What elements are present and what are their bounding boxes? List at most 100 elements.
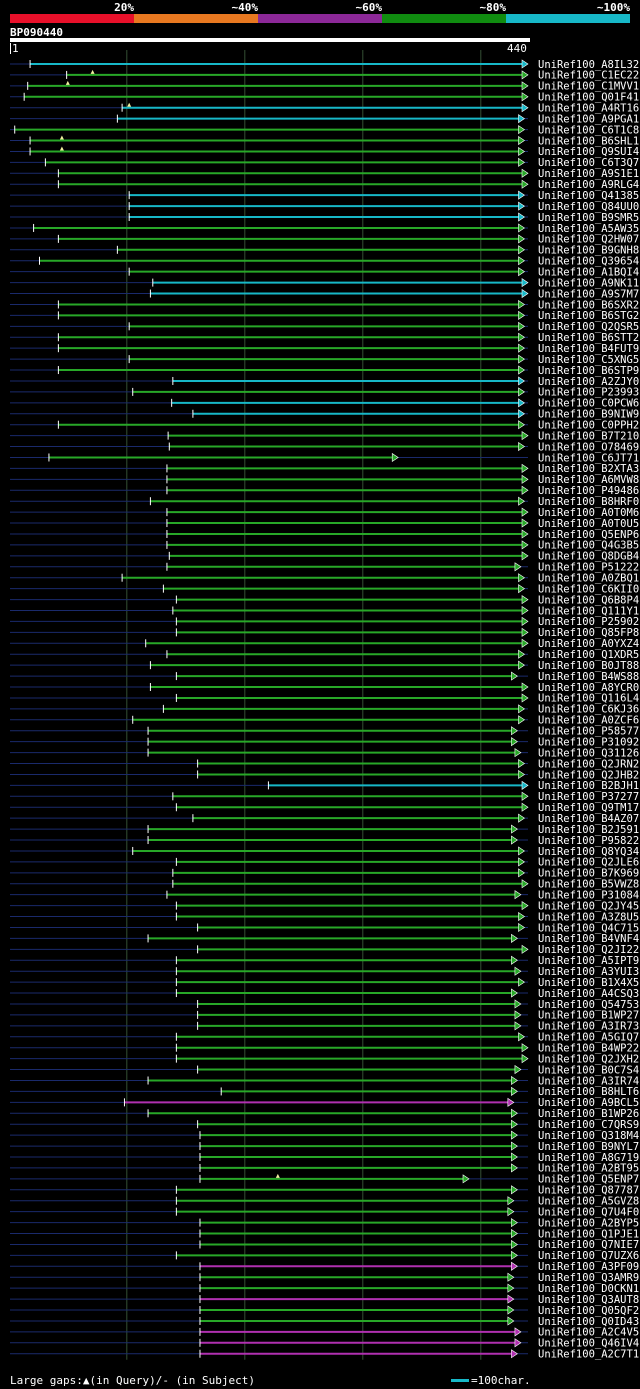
hit-row[interactable]: UniRef100_Q116L4 [10,693,639,705]
hit-label[interactable]: UniRef100_B1X4X5 [538,977,639,989]
hit-label[interactable]: UniRef100_A0ZCF6 [538,715,639,727]
hit-row[interactable]: UniRef100_B6STG2 [10,310,639,322]
hit-label[interactable]: UniRef100_B2J591 [538,824,639,836]
hit-row[interactable]: UniRef100_D0CKN1 [10,1283,639,1295]
hit-row[interactable]: UniRef100_P58577 [10,726,639,738]
hit-row[interactable]: UniRef100_C6T3Q7 [10,157,639,169]
hit-row[interactable]: UniRef100_Q46IV4 [10,1338,639,1350]
hit-label[interactable]: UniRef100_Q7U4F0 [538,1206,639,1218]
hit-row[interactable]: UniRef100_C1EC22 [10,70,639,82]
hit-row[interactable]: UniRef100_C0PCW6 [10,398,639,410]
hit-row[interactable]: UniRef100_P31084 [10,889,639,901]
hit-label[interactable]: UniRef100_Q3AUT8 [538,1294,639,1306]
hit-row[interactable]: UniRef100_Q87787 [10,1185,639,1197]
hit-row[interactable]: UniRef100_B9GNH8 [10,245,639,257]
hit-label[interactable]: UniRef100_A9NK11 [538,277,639,289]
hit-label[interactable]: UniRef100_A3IR74 [538,1075,639,1087]
hit-label[interactable]: UniRef100_B8HRF0 [538,496,639,508]
hit-label[interactable]: UniRef100_Q4G3B5 [538,540,639,552]
hit-label[interactable]: UniRef100_C6JT71 [538,452,639,464]
hit-row[interactable]: UniRef100_B7T210 [10,430,639,442]
hit-row[interactable]: UniRef100_Q31126 [10,747,639,759]
hit-row[interactable]: UniRef100_A8YCR0 [10,682,639,694]
hit-label[interactable]: UniRef100_P31084 [538,889,639,901]
hit-row[interactable]: UniRef100_B8HRF0 [10,496,639,508]
hit-label[interactable]: UniRef100_A5IPT9 [538,955,639,967]
hit-label[interactable]: UniRef100_A8IL32 [538,59,639,71]
hit-label[interactable]: UniRef100_Q6B8P4 [538,594,639,606]
hit-label[interactable]: UniRef100_Q3AMR9 [538,1272,639,1284]
hit-row[interactable]: UniRef100_Q4C715 [10,922,639,934]
hit-row[interactable]: UniRef100_C5XNG5 [10,354,639,366]
hit-label[interactable]: UniRef100_B0C7S4 [538,1064,639,1076]
hit-row[interactable]: UniRef100_A8G719 [10,1152,639,1164]
hit-label[interactable]: UniRef100_B5VWZ8 [538,879,639,891]
hit-row[interactable]: UniRef100_Q85FP8 [10,627,639,639]
hit-row[interactable]: UniRef100_P37277 [10,791,639,803]
hit-label[interactable]: UniRef100_B0JT88 [538,660,639,672]
hit-row[interactable]: UniRef100_A9S7M7 [10,288,639,300]
hit-label[interactable]: UniRef100_B6SHL1 [538,135,639,147]
hit-row[interactable]: UniRef100_B4FUT9 [10,343,639,355]
hit-label[interactable]: UniRef100_A2C7T1 [538,1349,639,1361]
hit-row[interactable]: UniRef100_B1X4X5 [10,977,639,989]
hit-label[interactable]: UniRef100_Q2JY45 [538,900,639,912]
hit-row[interactable]: UniRef100_A0YXZ4 [10,638,639,650]
hit-label[interactable]: UniRef100_B4AZ07 [538,813,639,825]
hit-row[interactable]: UniRef100_Q3AMR9 [10,1272,639,1284]
hit-label[interactable]: UniRef100_Q84UU0 [538,201,639,213]
hit-label[interactable]: UniRef100_Q9SUI4 [538,146,639,158]
hit-label[interactable]: UniRef100_Q54753 [538,999,639,1011]
hit-row[interactable]: UniRef100_Q2JY45 [10,900,639,912]
hit-label[interactable]: UniRef100_B2BJH1 [538,780,639,792]
hit-label[interactable]: UniRef100_B4WP22 [538,1043,639,1055]
hit-row[interactable]: UniRef100_Q2JLE6 [10,857,639,869]
hit-row[interactable]: UniRef100_A5IPT9 [10,955,639,967]
hit-row[interactable]: UniRef100_Q111Y1 [10,605,639,617]
hit-label[interactable]: UniRef100_Q41385 [538,190,639,202]
hit-label[interactable]: UniRef100_Q7UZX6 [538,1250,639,1262]
hit-label[interactable]: UniRef100_Q4C715 [538,922,639,934]
hit-label[interactable]: UniRef100_Q2JRN2 [538,758,639,770]
hit-label[interactable]: UniRef100_A8G719 [538,1152,639,1164]
hit-label[interactable]: UniRef100_C6T1C8 [538,124,639,136]
hit-row[interactable]: UniRef100_A2BYP5 [10,1217,639,1229]
hit-label[interactable]: UniRef100_A3Z8U5 [538,911,639,923]
hit-row[interactable]: UniRef100_Q0ID43 [10,1316,639,1328]
hit-row[interactable]: UniRef100_B4WS88 [10,671,639,683]
hit-label[interactable]: UniRef100_Q5ENP6 [538,529,639,541]
hit-label[interactable]: UniRef100_A3PF09 [538,1261,639,1273]
hit-label[interactable]: UniRef100_A9S1E1 [538,168,639,180]
hit-row[interactable]: UniRef100_Q7UZX6 [10,1250,639,1262]
hit-label[interactable]: UniRef100_A8YCR0 [538,682,639,694]
hit-row[interactable]: UniRef100_A0ZCF6 [10,715,639,727]
hit-row[interactable]: UniRef100_A6MVW8 [10,474,639,486]
hit-row[interactable]: UniRef100_A9S1E1 [10,168,639,180]
hit-row[interactable]: UniRef100_P25902 [10,616,639,628]
hit-row[interactable]: UniRef100_Q5ENP6 [10,529,639,541]
hit-label[interactable]: UniRef100_Q5ENP7 [538,1174,639,1186]
hit-row[interactable]: UniRef100_Q5ENP7 [10,1174,639,1186]
hit-row[interactable]: UniRef100_Q2JXH2 [10,1053,639,1065]
hit-label[interactable]: UniRef100_Q8DGB4 [538,551,639,563]
hit-label[interactable]: UniRef100_Q0ID43 [538,1316,639,1328]
hit-label[interactable]: UniRef100_A5GIQ7 [538,1032,639,1044]
hit-row[interactable]: UniRef100_B2J591 [10,824,639,836]
hit-row[interactable]: UniRef100_B0JT88 [10,660,639,672]
hit-row[interactable]: UniRef100_A8IL32 [10,59,639,71]
hit-row[interactable]: UniRef100_C6JT71 [10,452,639,464]
hit-label[interactable]: UniRef100_B9GNH8 [538,245,639,257]
hit-label[interactable]: UniRef100_Q116L4 [538,693,639,705]
hit-label[interactable]: UniRef100_P31092 [538,736,639,748]
hit-label[interactable]: UniRef100_B1WP26 [538,1108,639,1120]
hit-row[interactable]: UniRef100_B4WP22 [10,1043,639,1055]
hit-row[interactable]: UniRef100_Q8YQ34 [10,846,639,858]
hit-label[interactable]: UniRef100_Q2QSR5 [538,321,639,333]
hit-label[interactable]: UniRef100_B9NIW9 [538,409,639,421]
hit-row[interactable]: UniRef100_Q39654 [10,256,639,268]
hit-row[interactable]: UniRef100_C6KII0 [10,583,639,595]
hit-row[interactable]: UniRef100_A0T0U5 [10,518,639,530]
hit-label[interactable]: UniRef100_O78469 [538,441,639,453]
hit-row[interactable]: UniRef100_Q3AUT8 [10,1294,639,1306]
hit-label[interactable]: UniRef100_Q05QF2 [538,1305,639,1317]
